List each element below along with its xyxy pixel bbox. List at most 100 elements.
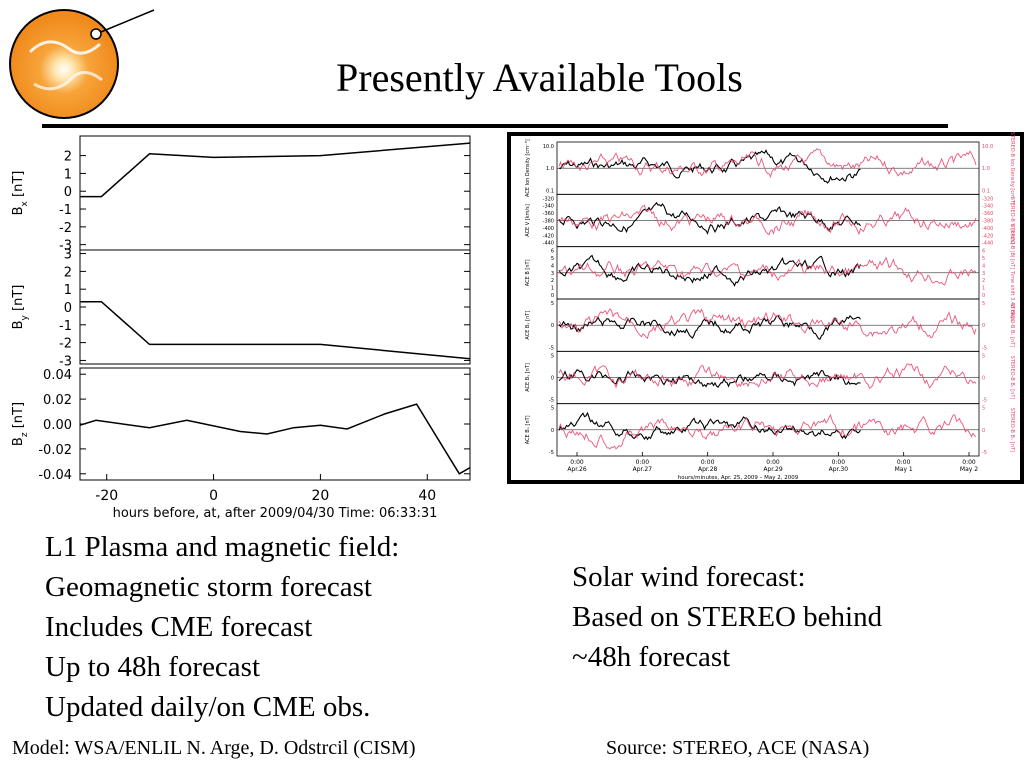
panel-label-left: ACE Bᵧ [nT] — [525, 363, 531, 392]
y-tick-label: 0.1 — [546, 188, 554, 194]
y-tick-label-right: 0 — [982, 428, 985, 434]
y-tick-label: -3 — [59, 239, 72, 254]
y-tick-label-right: 3 — [982, 271, 985, 277]
x-axis-label: hours before, at, after 2009/04/30 Time:… — [113, 506, 438, 521]
x-tick-label: 0:00 — [962, 459, 976, 466]
y-tick-label-right: 0 — [982, 323, 985, 329]
left-bullet: Updated daily/on CME obs. — [45, 691, 371, 723]
y-tick-label-right: 0.1 — [982, 188, 990, 194]
y-tick-label: 0.00 — [43, 418, 72, 433]
y-axis-label: Bz [nT] — [11, 402, 30, 446]
x-tick-label: May 2 — [960, 466, 978, 473]
panel-label-right: STEREO-B Bₓ [nT] — [1009, 303, 1015, 347]
ace-trace — [558, 149, 861, 184]
left-bullet: L1 Plasma and magnetic field: — [45, 531, 400, 563]
x-tick-label: Apr.27 — [633, 466, 653, 473]
y-tick-label: 0 — [551, 376, 554, 382]
y-tick-label: 5 — [551, 406, 554, 412]
x-tick-label: May 1 — [895, 466, 913, 473]
y-axis-label: Bx [nT] — [11, 171, 30, 216]
ace-trace — [558, 314, 861, 340]
right-bullet-list: Solar wind forecast: Based on STEREO beh… — [572, 557, 882, 677]
y-tick-label: -2 — [59, 221, 72, 236]
x-tick-label: 40 — [418, 488, 436, 504]
plot-frame — [79, 367, 471, 481]
y-tick-label-right: 2 — [982, 278, 985, 284]
panel-label-left: ACE Bₓ [nT] — [525, 311, 531, 340]
panel-label-left: ACE Ion Density [cm⁻³] — [525, 139, 531, 197]
y-tick-label-right: -5 — [982, 345, 987, 351]
y-tick-label: 10.0 — [543, 144, 554, 150]
y-tick-label: 0 — [551, 293, 554, 299]
y-tick-label: -400 — [543, 226, 554, 232]
y-tick-label: 0 — [64, 185, 72, 200]
y-tick-label: -380 — [543, 219, 554, 225]
y-tick-label: 0 — [551, 323, 554, 329]
y-tick-label: -5 — [549, 345, 554, 351]
y-tick-label: -320 — [543, 196, 554, 202]
y-tick-label-right: 1 — [982, 286, 985, 292]
y-tick-label: 1 — [551, 286, 554, 292]
x-tick-label: 0:00 — [897, 459, 911, 466]
y-tick-label: -360 — [543, 211, 554, 217]
x-tick-label: 0:00 — [570, 459, 584, 466]
x-tick-label: 20 — [311, 488, 329, 504]
y-tick-label: -440 — [543, 241, 554, 247]
y-tick-label: 2 — [551, 278, 554, 284]
y-tick-label: 3 — [64, 248, 72, 263]
y-tick-label: 0.04 — [43, 368, 72, 383]
y-tick-label-right: 5 — [982, 301, 985, 307]
y-tick-label: -2 — [59, 337, 72, 352]
y-tick-label: -3 — [59, 354, 72, 369]
panel-label-right: STEREO-B |B| [nT] Time shift 3.48 days — [1009, 224, 1015, 322]
y-tick-label: -420 — [543, 233, 554, 239]
y-tick-label: 5 — [551, 301, 554, 307]
right-bullet: Based on STEREO behind — [572, 601, 883, 633]
y-tick-label-right: 0 — [982, 293, 985, 299]
y-tick-label-right: 4 — [982, 263, 985, 269]
ace-trace — [558, 369, 861, 389]
y-tick-label-right: -5 — [982, 450, 987, 456]
stereo-trace — [558, 256, 977, 286]
right-bullet: ~48h forecast — [572, 641, 731, 673]
panel-label-right: STEREO-B Bₓ [nT] — [1009, 408, 1015, 452]
y-tick-label-right: -440 — [982, 241, 993, 247]
y-tick-label-right: 5 — [982, 353, 985, 359]
y-tick-label: -0.04 — [38, 468, 72, 483]
source-credit: Source: STEREO, ACE (NASA) — [606, 737, 870, 759]
y-tick-label-right: 0 — [982, 376, 985, 382]
x-tick-label: Apr.30 — [829, 466, 849, 473]
y-tick-label: -1 — [59, 319, 72, 334]
x-tick-label: 0:00 — [701, 459, 715, 466]
panel-label-left: ACE Bₓ [nT] — [525, 415, 531, 444]
y-tick-label: -5 — [549, 450, 554, 456]
plot-frame — [79, 249, 471, 365]
y-tick-label-right: 1.0 — [982, 166, 990, 172]
stereo-ace-comparison-chart: 10.0 10.0 1.0 1.0 0.1 0.1 ACE Ion Density [cm⁻… — [507, 132, 1024, 484]
y-tick-label: 4 — [551, 263, 554, 269]
panel-label-right: STEREO-B Ion Density [cm⁻³] — [1009, 132, 1015, 205]
x-axis-label: hours/minutes, Apr. 25, 2009 – May 2, 20… — [678, 475, 799, 481]
right-bullet: Solar wind forecast: — [572, 561, 806, 593]
y-tick-label: 1 — [64, 283, 72, 298]
y-tick-label: 5 — [551, 256, 554, 262]
y-tick-label-right: -340 — [982, 204, 993, 210]
y-tick-label-right: 6 — [982, 249, 985, 255]
x-tick-label: 0 — [209, 488, 218, 504]
panel-label-right: STEREO-B Bᵧ [nT] — [1009, 356, 1015, 400]
y-tick-label-right: -380 — [982, 219, 993, 225]
left-bullet-list: L1 Plasma and magnetic field: Geomagneti… — [45, 527, 399, 727]
stereo-trace — [558, 204, 977, 236]
y-tick-label: 2 — [64, 265, 72, 280]
slide-title: Presently Available Tools — [336, 55, 743, 100]
ace-trace — [558, 201, 861, 235]
y-tick-label-right: 5 — [982, 256, 985, 262]
left-bullet: Up to 48h forecast — [45, 651, 261, 683]
y-tick-label: -0.02 — [38, 443, 72, 458]
left-bullet: Geomagnetic storm forecast — [45, 571, 372, 603]
y-tick-label: 2 — [64, 150, 72, 165]
y-tick-label: 0 — [551, 428, 554, 434]
left-bullet: Includes CME forecast — [45, 611, 313, 643]
x-tick-label: 0:00 — [766, 459, 780, 466]
stereo-trace — [558, 363, 977, 389]
